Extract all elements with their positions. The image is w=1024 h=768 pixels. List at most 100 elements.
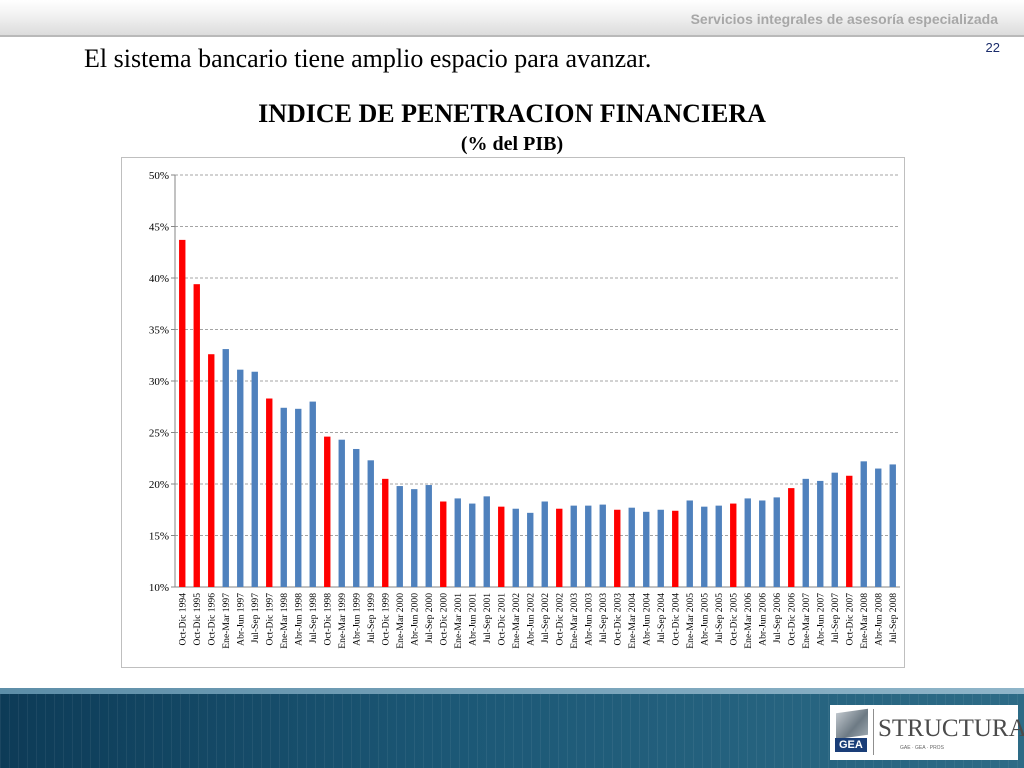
y-tick-label: 45% [149, 222, 169, 234]
bar [483, 496, 490, 587]
x-tick-label: Oct-Dic 2007 [844, 593, 855, 646]
x-tick-label: Oct-Dic 1999 [380, 593, 391, 646]
bar [556, 508, 563, 587]
chart-frame: 10% 15% 20% 25% 30% 35% 40% 45% 50% Oct-Dic 1994 O… [121, 157, 905, 668]
x-tick-label: Jul-Sep 2001 [482, 593, 493, 644]
y-tick-label: 40% [149, 273, 169, 285]
y-tick-label: 35% [149, 325, 169, 337]
bar [701, 506, 708, 587]
x-tick-label: Abr-Jun 1999 [351, 593, 362, 646]
x-tick-label: Jul-Sep 1998 [308, 593, 319, 644]
x-tick-label: Oct-Dic 2003 [612, 593, 623, 646]
bar [251, 371, 258, 587]
x-tick-label: Jul-Sep 2003 [598, 593, 609, 644]
x-tick-label: Jul-Sep 2000 [424, 593, 435, 644]
y-tick-label: 30% [149, 376, 169, 388]
x-tick-label: Ene-Mar 2000 [395, 593, 406, 649]
x-tick-label: Ene-Mar 2008 [859, 593, 870, 649]
x-tick-label: Abr-Jun 1998 [293, 593, 304, 646]
bar [802, 478, 809, 587]
bar [730, 503, 737, 587]
x-tick-label: Ene-Mar 1998 [279, 593, 290, 649]
bar [338, 439, 345, 587]
x-tick-label: Jul-Sep 2002 [540, 593, 551, 644]
bar [353, 448, 360, 587]
bar [860, 461, 867, 587]
structura-logo-text: STRUCTURA [878, 715, 1024, 742]
bar [367, 460, 374, 587]
bar [715, 505, 722, 587]
y-tick-label: 25% [149, 428, 169, 440]
bar [831, 472, 838, 587]
x-tick-label: Ene-Mar 2002 [511, 593, 522, 649]
bar [599, 504, 606, 587]
x-tick-label: Oct-Dic 2002 [554, 593, 565, 646]
bar [193, 284, 200, 587]
logo-divider [873, 709, 874, 755]
bar [686, 500, 693, 587]
bar [411, 489, 418, 587]
bar [744, 498, 751, 587]
x-tick-label: Ene-Mar 2005 [685, 593, 696, 649]
page-number: 22 [985, 40, 1000, 55]
x-tick-label: Abr-Jun 2000 [409, 593, 420, 646]
x-tick-label: Ene-Mar 2003 [569, 593, 580, 649]
bar [846, 475, 853, 587]
x-tick-label: Abr-Jun 2005 [699, 593, 710, 646]
bar [527, 512, 534, 587]
bar [541, 501, 548, 587]
x-tick-label: Jul-Sep 2005 [714, 593, 725, 644]
x-tick-label: Abr-Jun 2001 [467, 593, 478, 646]
x-tick-label: Oct-Dic 1994 [177, 593, 188, 646]
bar [570, 505, 577, 587]
bar [759, 500, 766, 587]
bar [179, 239, 186, 587]
bar [672, 510, 679, 587]
header-tagline: Servicios integrales de asesoría especia… [690, 11, 998, 27]
x-tick-label: Jul-Sep 1997 [250, 593, 261, 644]
y-tick-label: 20% [149, 479, 169, 491]
x-tick-label: Jul-Sep 2008 [888, 593, 899, 644]
bar [657, 509, 664, 587]
x-tick-label: Ene-Mar 2004 [627, 593, 638, 649]
bar [396, 486, 403, 587]
header-divider [0, 35, 1024, 37]
x-tick-label: Oct-Dic 1998 [322, 593, 333, 646]
x-tick-label: Abr-Jun 2006 [757, 593, 768, 646]
x-tick-label: Abr-Jun 2007 [815, 593, 826, 646]
bar [382, 478, 389, 587]
bar [773, 497, 780, 587]
bar [643, 511, 650, 587]
bar [614, 509, 621, 587]
bar [266, 398, 273, 587]
x-tick-label: Oct-Dic 2005 [728, 593, 739, 646]
x-tick-label: Ene-Mar 1999 [337, 593, 348, 649]
x-tick-label: Oct-Dic 1995 [192, 593, 203, 646]
bar [875, 468, 882, 587]
x-tick-label: Abr-Jun 1997 [235, 593, 246, 646]
bar [309, 401, 316, 587]
x-tick-label: Jul-Sep 1999 [366, 593, 377, 644]
x-tick-label: Abr-Jun 2002 [525, 593, 536, 646]
y-tick-label: 10% [149, 582, 169, 594]
company-logo: GEA STRUCTURA GAE · GEA · PROS [830, 705, 1024, 760]
structura-logo-subline: GAE · GEA · PROS [900, 745, 944, 751]
bar [788, 488, 795, 587]
x-tick-label: Ene-Mar 2006 [743, 593, 754, 649]
gea-logo-icon [836, 708, 868, 740]
bar [222, 349, 229, 587]
bar [454, 498, 461, 587]
bar [324, 436, 331, 587]
bar [469, 503, 476, 587]
slide-subtitle: El sistema bancario tiene amplio espacio… [84, 44, 652, 73]
x-tick-label: Abr-Jun 2004 [641, 593, 652, 646]
x-tick-label: Oct-Dic 2000 [438, 593, 449, 646]
x-tick-label: Jul-Sep 2006 [772, 593, 783, 644]
x-tick-label: Ene-Mar 2007 [801, 593, 812, 649]
x-tick-label: Ene-Mar 1997 [221, 593, 232, 649]
bar [817, 480, 824, 587]
chart-title: INDICE DE PENETRACION FINANCIERA [258, 99, 766, 128]
bar [440, 501, 447, 587]
x-tick-label: Oct-Dic 1996 [206, 593, 217, 646]
bar [208, 354, 215, 587]
